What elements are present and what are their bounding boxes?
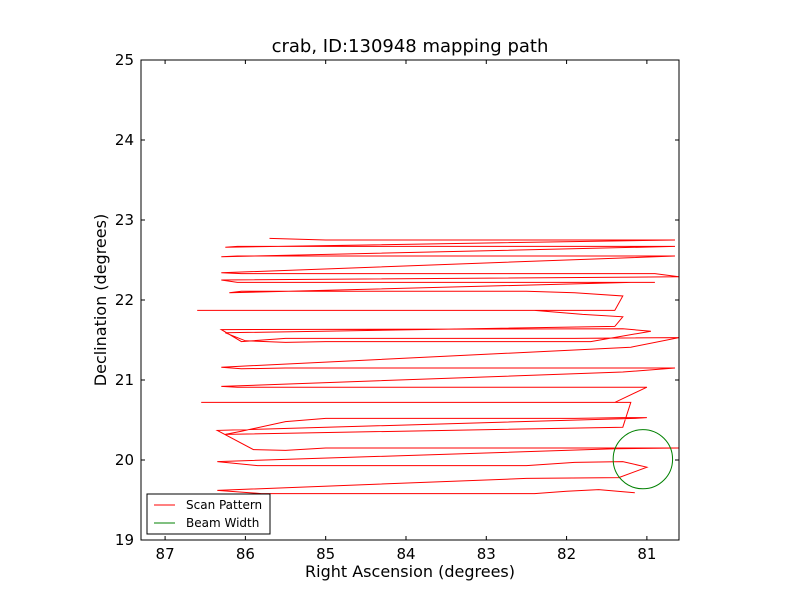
legend: Scan Pattern Beam Width [146, 493, 271, 535]
y-axis: 19 20 21 22 23 24 25 [115, 51, 679, 549]
x-axis-label: Right Ascension (degrees) [305, 562, 515, 581]
x-tick-label: 82 [557, 545, 576, 563]
x-axis: 87 86 85 84 83 82 81 [156, 60, 656, 563]
x-tick-label: 81 [637, 545, 656, 563]
y-tick-label: 22 [115, 291, 134, 309]
y-tick-label: 25 [115, 51, 134, 69]
x-tick-label: 84 [396, 545, 415, 563]
x-tick-label: 85 [316, 545, 335, 563]
y-axis-label: Declination (degrees) [91, 214, 110, 386]
y-tick-label: 23 [115, 211, 134, 229]
y-tick-label: 21 [115, 371, 134, 389]
chart-title: crab, ID:130948 mapping path [272, 36, 549, 57]
legend-scan-pattern-label: Scan Pattern [186, 498, 262, 512]
x-tick-label: 83 [477, 545, 496, 563]
x-tick-label: 86 [236, 545, 255, 563]
y-tick-label: 19 [115, 531, 134, 549]
legend-beam-width-label: Beam Width [186, 516, 259, 530]
legend-box [146, 493, 271, 535]
scan-pattern-line [197, 237, 679, 495]
x-tick-label: 87 [156, 545, 175, 563]
y-tick-label: 20 [115, 451, 134, 469]
beam-width-circle [612, 429, 674, 490]
y-tick-label: 24 [115, 131, 134, 149]
